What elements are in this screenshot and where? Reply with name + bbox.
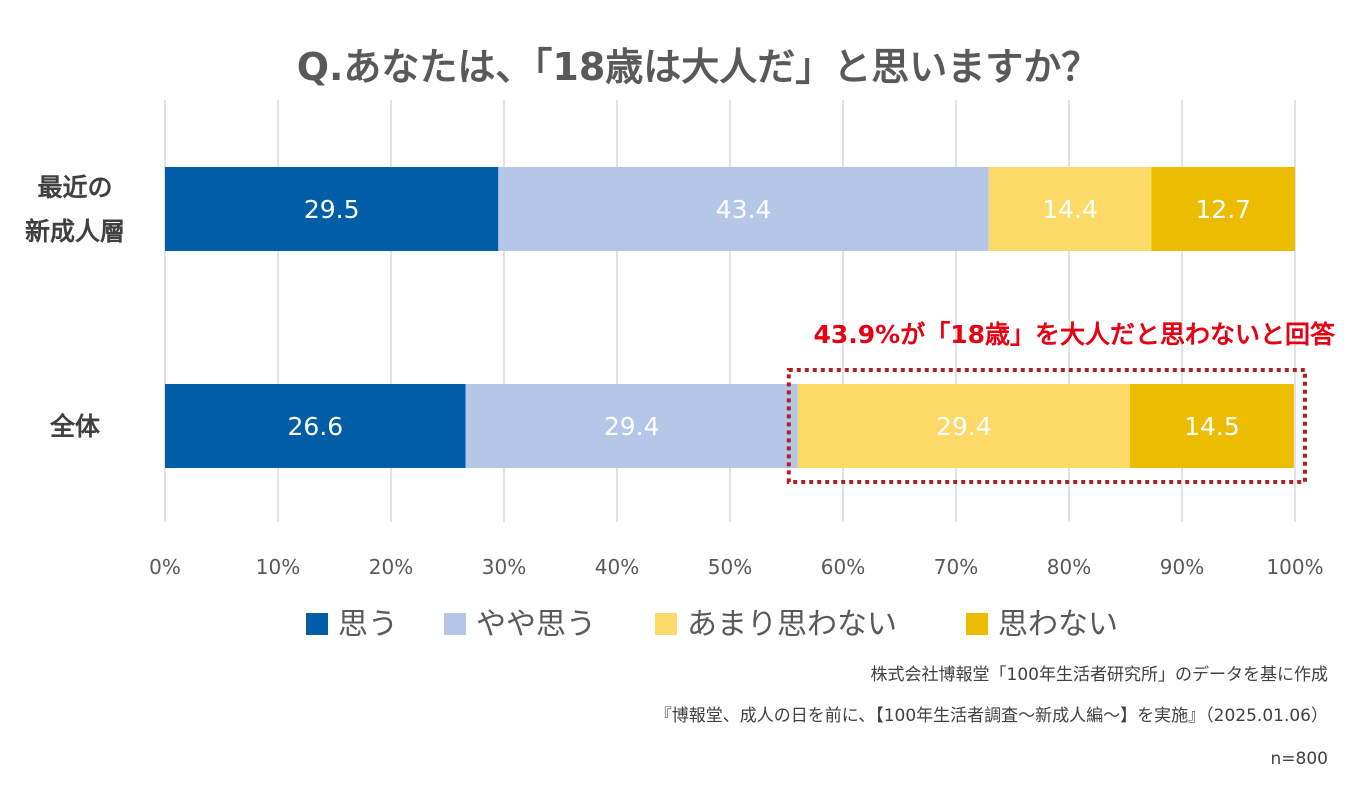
legend-label: やや思う: [476, 607, 596, 642]
x-tick-label: 10%: [256, 555, 300, 579]
data-label: 43.4: [716, 195, 772, 224]
data-label: 14.4: [1042, 195, 1098, 224]
legend-swatch: [655, 613, 677, 635]
x-tick-label: 50%: [708, 555, 752, 579]
category-label: 全体: [49, 412, 101, 441]
x-tick-label: 90%: [1160, 555, 1204, 579]
bar-segment: [1130, 384, 1294, 468]
legend-label: あまり思わない: [687, 607, 897, 642]
bar-segment: [165, 384, 466, 468]
bar-segment: [465, 384, 798, 468]
x-tick-label: 30%: [482, 555, 526, 579]
bar-segment: [797, 384, 1131, 468]
data-label: 29.4: [604, 412, 660, 441]
footnote-release: 『博報堂、成人の日を前に、【100年生活者調査～新成人編～】を実施』（2025.…: [655, 706, 1328, 726]
x-tick-label: 0%: [149, 555, 181, 579]
x-tick-label: 80%: [1047, 555, 1091, 579]
data-label: 14.5: [1184, 412, 1240, 441]
category-label-line: 新成人層: [25, 217, 125, 246]
footnote-sample-size: n=800: [1271, 749, 1328, 769]
data-label: 29.4: [936, 412, 992, 441]
x-tick-label: 40%: [595, 555, 639, 579]
data-label: 29.5: [304, 195, 360, 224]
x-axis-ticks: 0% 10% 20% 30% 40% 50% 60% 70% 80% 90% 100%: [149, 555, 1323, 579]
category-label-line: 最近の: [37, 173, 112, 202]
legend-label: 思わない: [998, 607, 1118, 642]
legend-swatch: [966, 613, 988, 635]
bar-segment: [1151, 167, 1295, 251]
footnote-source: 株式会社博報堂「100年生活者研究所」のデータを基に作成: [871, 664, 1328, 685]
x-tick-label: 60%: [821, 555, 865, 579]
category-label: 最近の新成人層: [25, 173, 125, 246]
bar-segment: [988, 167, 1152, 251]
legend: 思う やや思う あまり思わない 思わない: [306, 607, 1118, 642]
data-label: 26.6: [287, 412, 343, 441]
x-tick-label: 100%: [1266, 555, 1323, 579]
category-label-line: 全体: [49, 412, 101, 441]
callout-box: [786, 368, 1307, 484]
bar-segment: [165, 167, 499, 251]
data-label: 12.7: [1195, 195, 1251, 224]
bar-segment: [498, 167, 989, 251]
chart-title: Q.あなたは、「18歳は大人だ」と思いますか？: [297, 45, 1100, 89]
legend-swatch: [444, 613, 466, 635]
legend-label: 思う: [338, 607, 398, 642]
x-tick-label: 20%: [369, 555, 413, 579]
legend-swatch: [306, 613, 328, 635]
bars: 29.5 43.4 14.4 12.7 26.6 29.4 29.4 14.5: [165, 167, 1295, 468]
callout: 43.9%が「18歳」を大人だと思わないと回答: [786, 320, 1336, 484]
callout-text: 43.9%が「18歳」を大人だと思わないと回答: [813, 320, 1336, 349]
x-tick-label: 70%: [934, 555, 978, 579]
